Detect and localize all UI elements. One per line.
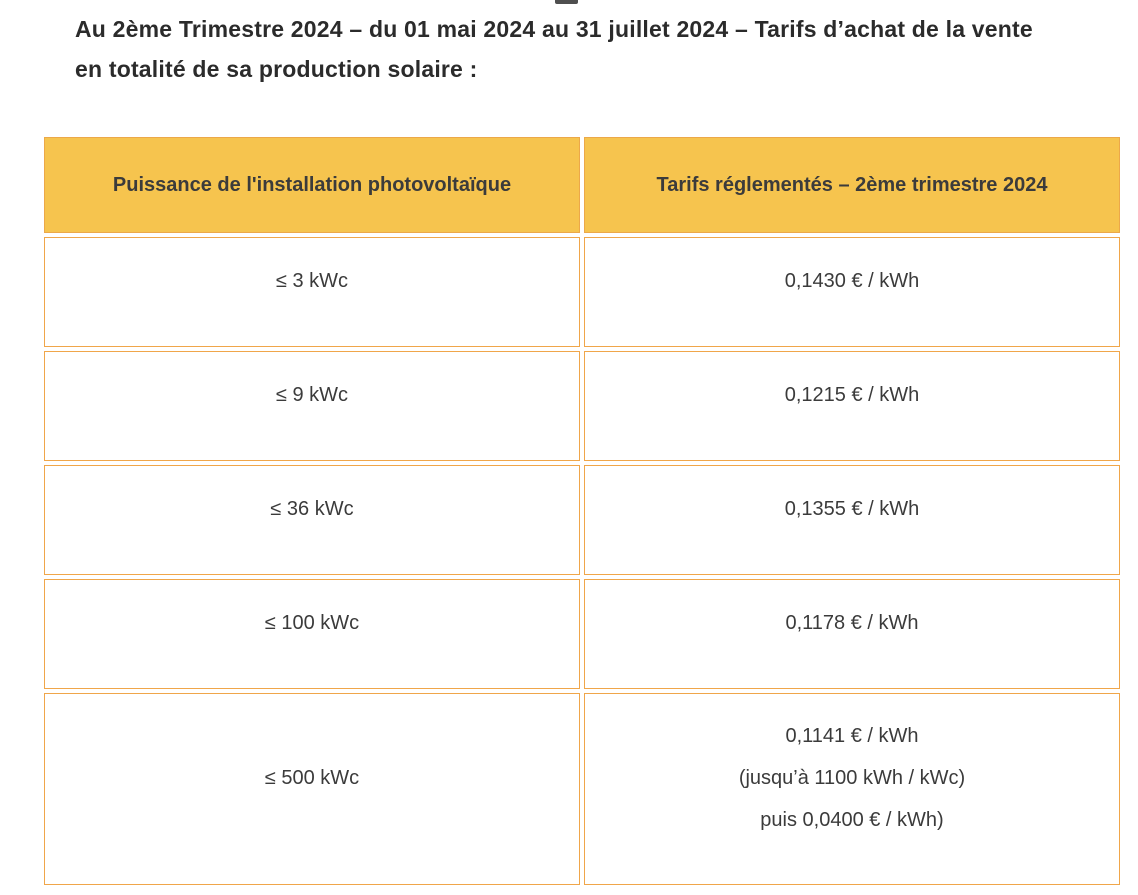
- table-row: ≤ 100 kWc 0,1178 € / kWh: [44, 579, 1120, 689]
- puissance-cell: ≤ 3 kWc: [44, 237, 580, 347]
- header-puissance: Puissance de l'installation photovoltaïq…: [44, 137, 580, 233]
- tarif-line: 0,1355 € / kWh: [784, 498, 920, 520]
- intro-paragraph: Au 2ème Trimestre 2024 – du 01 mai 2024 …: [75, 9, 1085, 89]
- puissance-cell: ≤ 9 kWc: [44, 351, 580, 461]
- tariffs-table: Puissance de l'installation photovoltaïq…: [40, 133, 1124, 889]
- tariffs-table-head: Puissance de l'installation photovoltaïq…: [44, 137, 1120, 233]
- tarif-cell: 0,1178 € / kWh: [584, 579, 1120, 689]
- puissance-cell: ≤ 500 kWc: [44, 693, 580, 885]
- tarif-line: 0,1178 € / kWh: [785, 612, 919, 634]
- table-row: ≤ 9 kWc 0,1215 € / kWh: [44, 351, 1120, 461]
- tarif-line: 0,1141 € / kWh: [785, 725, 919, 747]
- tarif-line: puis 0,0400 € / kWh): [760, 809, 944, 831]
- table-row: ≤ 500 kWc 0,1141 € / kWh (jusqu’à 1100 kW…: [44, 693, 1120, 885]
- table-body: ≤ 3 kWc 0,1430 € / kWh ≤ 9 kWc 0,1215 € …: [44, 237, 1120, 885]
- tarif-line: 0,1430 € / kWh: [784, 270, 920, 292]
- table-row: ≤ 36 kWc 0,1355 € / kWh: [44, 465, 1120, 575]
- table-row: ≤ 3 kWc 0,1430 € / kWh: [44, 237, 1120, 347]
- tarif-line: (jusqu’à 1100 kWh / kWc): [738, 767, 966, 789]
- tarif-cell: 0,1215 € / kWh: [584, 351, 1120, 461]
- header-tarifs: Tarifs réglementés – 2ème trimestre 2024: [584, 137, 1120, 233]
- puissance-cell: ≤ 100 kWc: [44, 579, 580, 689]
- tarif-line: 0,1215 € / kWh: [784, 384, 920, 406]
- tarif-cell: 0,1430 € / kWh: [584, 237, 1120, 347]
- intro-line-2: en totalité de sa production solaire :: [75, 56, 478, 82]
- header-row: Puissance de l'installation photovoltaïq…: [44, 137, 1120, 233]
- cropped-element-fragment: [555, 0, 578, 4]
- intro-line-1: Au 2ème Trimestre 2024 – du 01 mai 2024 …: [75, 16, 1033, 42]
- puissance-cell: ≤ 36 kWc: [44, 465, 580, 575]
- tarif-cell: 0,1355 € / kWh: [584, 465, 1120, 575]
- tarif-cell: 0,1141 € / kWh (jusqu’à 1100 kWh / kWc) pu…: [584, 693, 1120, 885]
